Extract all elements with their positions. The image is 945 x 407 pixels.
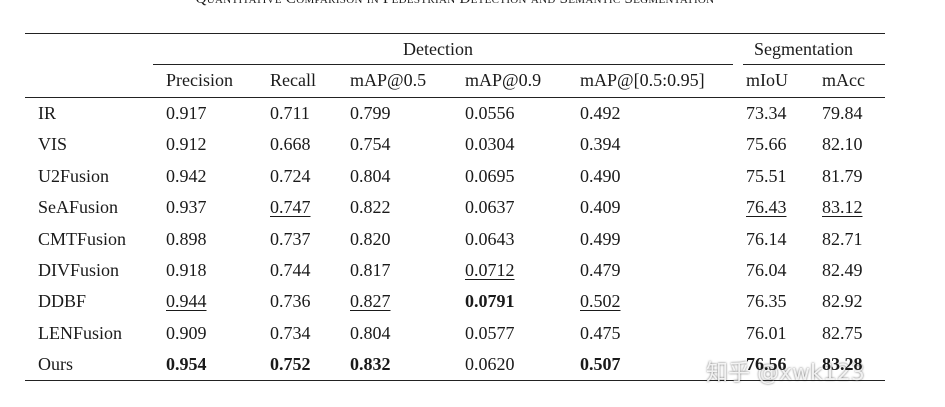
cell: 0.954: [166, 354, 207, 375]
row-label: Ours: [38, 354, 73, 375]
cell: 0.832: [350, 354, 391, 375]
cell: 0.820: [350, 228, 391, 249]
cell: 0.754: [350, 134, 391, 155]
column-header: mAP@[0.5:0.95]: [580, 70, 705, 90]
column-header: Precision: [166, 70, 233, 90]
cell: 0.490: [580, 165, 621, 186]
bottom-rule: [25, 380, 885, 382]
cell: 0.479: [580, 260, 621, 280]
cell: 0.0620: [465, 354, 515, 375]
cell: 76.43: [746, 197, 787, 218]
cell: 0.737: [270, 228, 311, 249]
cell: 83.28: [822, 354, 863, 375]
cell: 0.502: [580, 291, 621, 312]
row-label: IR: [38, 103, 56, 123]
cell: 0.799: [350, 103, 391, 123]
cell: 76.01: [746, 322, 787, 343]
group-rule: [743, 64, 885, 65]
cell: 0.492: [580, 103, 621, 123]
cell: 0.0695: [465, 165, 515, 186]
cell: 0.0304: [465, 134, 515, 155]
cell: 0.918: [166, 260, 207, 280]
cell: 0.475: [580, 322, 621, 343]
cell: 0.0556: [465, 103, 515, 123]
row-label: DIVFusion: [38, 260, 120, 280]
cell: 82.71: [822, 228, 863, 249]
cell: 76.56: [746, 354, 787, 375]
cell: 82.10: [822, 134, 863, 155]
cell: 0.822: [350, 197, 391, 218]
cell: 76.04: [746, 260, 787, 280]
cell: 83.12: [822, 197, 863, 218]
group-header: Segmentation: [754, 39, 853, 59]
cell: 73.34: [746, 103, 787, 123]
cell: 0.0577: [465, 322, 515, 343]
row-label: VIS: [38, 134, 68, 155]
cell: 75.51: [746, 165, 787, 186]
cell: 82.49: [822, 260, 863, 280]
row-label: LENFusion: [38, 322, 123, 343]
cell: 0.394: [580, 134, 621, 155]
cell: 82.75: [822, 322, 863, 343]
cell: 0.942: [166, 165, 207, 186]
cell: 0.744: [270, 260, 311, 280]
watermark: 知乎 @xwk123: [706, 361, 865, 386]
cell: 81.79: [822, 165, 863, 186]
cell: 0.747: [270, 197, 311, 218]
row-label: SeAFusion: [38, 197, 119, 218]
cell: 76.35: [746, 291, 787, 312]
row-label: DDBF: [38, 291, 87, 312]
column-header: mAP@0.5: [350, 70, 427, 90]
cell: 0.734: [270, 322, 311, 343]
cell: 0.752: [270, 354, 311, 375]
cell: 0.0712: [465, 260, 515, 280]
cell: 0.711: [270, 103, 310, 123]
row-label: CMTFusion: [38, 228, 127, 249]
cell: 0.0637: [465, 197, 515, 218]
cell: 0.898: [166, 228, 207, 249]
cell: 79.84: [822, 103, 863, 123]
row-label: U2Fusion: [38, 165, 110, 186]
cell: 0.804: [350, 322, 391, 343]
cell: 0.0791: [465, 291, 515, 312]
column-header: mIoU: [746, 70, 788, 90]
group-header: Detection: [403, 39, 473, 59]
cell: 0.937: [166, 197, 207, 218]
cell: 82.92: [822, 291, 863, 312]
table-title: Quantitative Comparison in Pedestrian De…: [0, 0, 910, 8]
cell: 0.917: [166, 103, 207, 123]
cell: 0.912: [166, 134, 207, 155]
cell: 0.944: [166, 291, 207, 312]
top-rule: [25, 33, 885, 35]
column-header: mAP@0.9: [465, 70, 542, 90]
cell: 0.724: [270, 165, 311, 186]
cell: 75.66: [746, 134, 787, 155]
cell: 0.499: [580, 228, 621, 249]
cell: 0.804: [350, 165, 391, 186]
column-header: Recall: [270, 70, 316, 90]
cell: 0.668: [270, 134, 311, 155]
column-header: mAcc: [822, 70, 865, 90]
cell: 0.736: [270, 291, 311, 312]
header-rule: [25, 97, 885, 98]
cell: 76.14: [746, 228, 787, 249]
cell: 0.409: [580, 197, 621, 218]
group-rule: [153, 64, 733, 65]
cell: 0.0643: [465, 228, 515, 249]
cell: 0.909: [166, 322, 207, 343]
cell: 0.507: [580, 354, 621, 375]
cell: 0.817: [350, 260, 391, 280]
cell: 0.827: [350, 291, 391, 312]
